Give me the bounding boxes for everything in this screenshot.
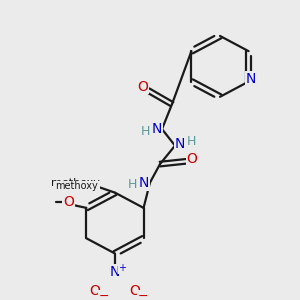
Text: O: O bbox=[90, 284, 101, 298]
Text: H: H bbox=[140, 125, 150, 138]
Text: O: O bbox=[88, 177, 99, 191]
Text: O: O bbox=[138, 80, 148, 94]
Text: +: + bbox=[118, 263, 126, 273]
Text: N: N bbox=[139, 176, 149, 190]
Text: −: − bbox=[99, 290, 109, 300]
Text: methoxy: methoxy bbox=[56, 181, 98, 191]
Text: N: N bbox=[110, 265, 120, 279]
Text: H: H bbox=[127, 178, 137, 191]
Text: N: N bbox=[175, 137, 185, 151]
Text: H: H bbox=[186, 134, 196, 148]
Text: O: O bbox=[130, 284, 140, 298]
Text: −: − bbox=[138, 290, 148, 300]
Text: N: N bbox=[245, 72, 256, 86]
Text: N: N bbox=[152, 122, 162, 136]
Text: methoxy: methoxy bbox=[51, 178, 99, 188]
Text: O: O bbox=[63, 195, 74, 209]
Text: O: O bbox=[187, 152, 197, 166]
